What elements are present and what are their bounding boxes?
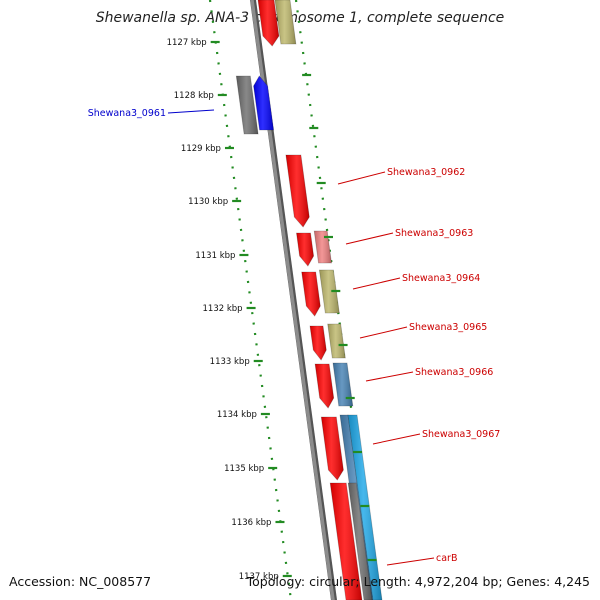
kbp-ticks: 1127 kbp 1128 kbp 1129 kbp 1130 kbp 1131 kbp… <box>167 38 377 582</box>
gene-label: Shewana3_0967 <box>422 429 500 440</box>
cds-feature-shade <box>253 76 274 130</box>
tick-label: 1136 kbp <box>231 518 271 528</box>
label-leader-line <box>337 171 386 185</box>
tick-label: 1135 kbp <box>224 464 264 474</box>
cds-feature-shade <box>301 272 321 316</box>
feature-pink-shade <box>314 231 332 263</box>
cds-feature-shade <box>285 155 310 227</box>
feature-skyblue-shade <box>348 415 382 600</box>
gene-label: Shewana3_0965 <box>409 322 487 333</box>
tick-label: 1137 kbp <box>239 572 279 582</box>
tick-label: 1128 kbp <box>174 91 214 101</box>
cds-feature-shade <box>258 0 279 46</box>
cds-feature-shade <box>321 417 344 480</box>
tick-label: 1132 kbp <box>203 304 243 314</box>
gene-labels: Shewana3_0961 Shewana3_0962 Shewana3_0963 S… <box>88 108 500 566</box>
tick-label: 1133 kbp <box>210 357 250 367</box>
cds-feature-shade <box>315 364 334 408</box>
label-leader-line <box>167 109 215 114</box>
gene-feature-shade <box>348 483 372 600</box>
cds-feature-shade <box>296 233 314 266</box>
cds-feature-shade <box>330 483 362 600</box>
tick-label: 1131 kbp <box>195 251 235 261</box>
map-title: Shewanella sp. ANA-3 chromosome 1, compl… <box>95 10 505 26</box>
gene-label: Shewana3_0962 <box>387 167 465 178</box>
tick-label: 1134 kbp <box>217 410 257 420</box>
feature-steelblue-shade <box>333 363 353 406</box>
tick-label: 1129 kbp <box>181 144 221 154</box>
tick-label: 1127 kbp <box>167 38 207 48</box>
tick-label: 1130 kbp <box>188 197 228 207</box>
accession-text: Accession: NC_008577 <box>9 574 152 589</box>
gene-feature-shade <box>236 76 259 134</box>
gene-label: Shewana3_0961 <box>88 108 166 119</box>
inner-dotted-ring <box>208 0 293 600</box>
summary-text: Topology: circular; Length: 4,972,204 bp… <box>246 574 590 589</box>
label-leader-line <box>386 557 435 566</box>
feature-khaki-shade <box>319 270 340 313</box>
cds-feature-shade <box>310 326 327 360</box>
gene-features <box>235 0 383 600</box>
label-leader-line <box>359 326 408 339</box>
feature-khaki-shade <box>327 324 346 358</box>
feature-khaki-shade <box>275 0 296 44</box>
label-leader-line <box>365 371 414 382</box>
gene-label: carB <box>436 553 457 564</box>
label-leader-line <box>352 277 401 290</box>
label-leader-line <box>345 232 394 245</box>
gene-label: Shewana3_0966 <box>415 367 493 378</box>
label-leader-line <box>372 433 421 445</box>
gene-label: Shewana3_0964 <box>402 273 480 284</box>
gene-label: Shewana3_0963 <box>395 228 473 239</box>
